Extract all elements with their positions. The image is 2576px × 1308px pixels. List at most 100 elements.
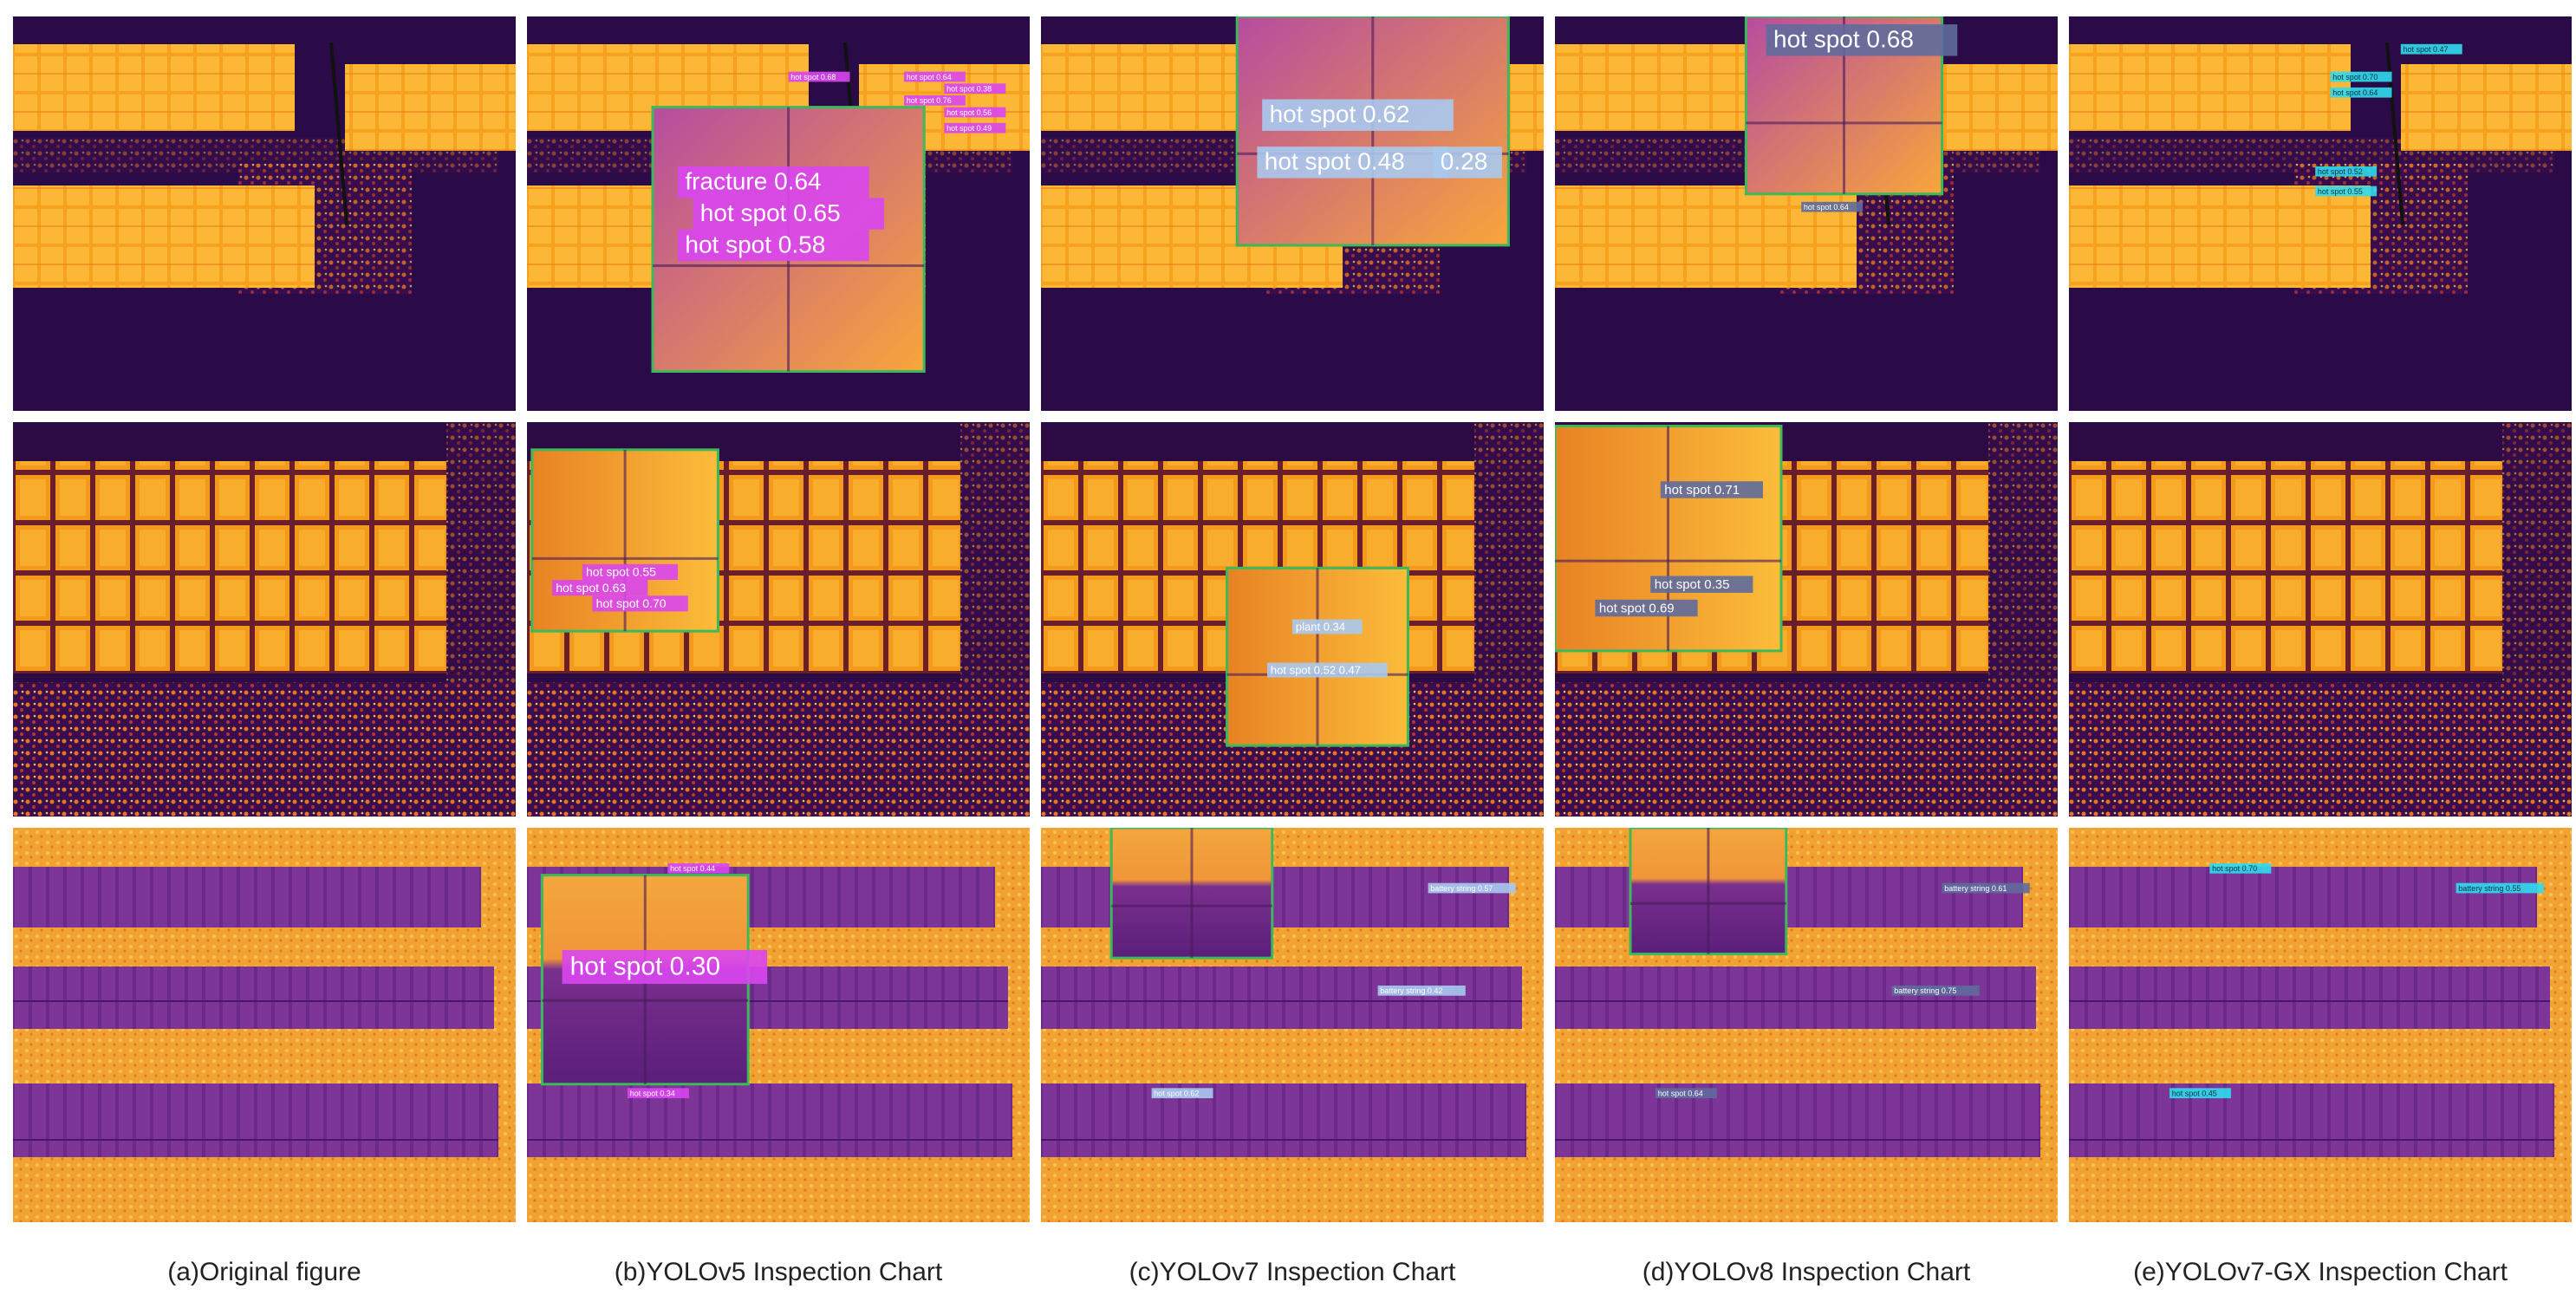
caption: (b)YOLOv5 Inspection Chart <box>615 1258 943 1286</box>
vegetation <box>1555 682 2058 817</box>
detection-label: hot spot 0.70 <box>2332 73 2378 81</box>
panel-row <box>13 1083 498 1157</box>
thermal-image: hot spot 0.68 hot spot 0.64 <box>1555 16 2058 411</box>
solar-panel <box>13 185 315 288</box>
detection-label: battery string 0.75 <box>1894 986 1956 995</box>
label-box <box>1151 1088 1213 1098</box>
label-box <box>552 580 648 596</box>
solar-panel <box>2069 185 2371 288</box>
label-box <box>1766 24 1958 56</box>
detection-label: hot spot 0.64 <box>1658 1090 1703 1098</box>
panel-row <box>2069 966 2550 1029</box>
thermal-image: battery string 0.61 battery string 0.75 ho… <box>1555 828 2058 1222</box>
label-box <box>2169 1088 2231 1098</box>
detection-label: hot spot 0.34 <box>630 1090 675 1098</box>
vegetation <box>960 422 1030 682</box>
panel-row <box>13 867 481 927</box>
label-box <box>1267 662 1388 678</box>
detection-label: 0.28 <box>1441 148 1488 175</box>
panel-row <box>527 1083 1012 1157</box>
panel-row <box>2069 867 2537 927</box>
detection-label: hot spot 0.45 <box>2172 1090 2217 1098</box>
detection-label: battery string 0.57 <box>1430 884 1493 893</box>
solar-panel <box>2069 44 2351 131</box>
thermal-image <box>13 422 516 817</box>
thermal-image: battery string 0.57 battery string 0.42 ho… <box>1041 828 1544 1222</box>
detection-label: fracture 0.64 <box>685 167 821 194</box>
label-box <box>1801 201 1864 212</box>
pole <box>329 42 348 225</box>
detection-label: hot spot 0.58 <box>685 231 825 257</box>
vegetation <box>1474 422 1544 682</box>
label-box <box>628 1088 689 1098</box>
detection-label: hot spot 0.52 <box>2318 167 2363 176</box>
label-box <box>562 950 767 985</box>
label-box <box>2315 185 2378 197</box>
detection-label: hot spot 0.65 <box>700 199 841 226</box>
panel-row <box>1555 867 2023 927</box>
thermal-image: fracture 0.64 hot spot 0.65 hot spot 0.58 h… <box>527 16 1030 411</box>
thermal-image: hot spot 0.71 hot spot 0.35 hot spot 0.69 <box>1555 422 2058 817</box>
detection-label: hot spot 0.56 <box>946 108 992 117</box>
panel-row <box>1041 966 1522 1029</box>
solar-panel <box>1555 185 1857 288</box>
detection-label: hot spot 0.70 <box>2212 864 2257 873</box>
panel-row <box>2069 1083 2554 1157</box>
detection-label: hot spot 0.64 <box>2332 88 2378 97</box>
label-box <box>944 122 1006 133</box>
label-box <box>1257 146 1449 179</box>
label-box <box>788 71 850 82</box>
detection-label: hot spot 0.68 <box>790 73 836 81</box>
label-box <box>1891 986 1980 996</box>
label-box <box>1377 986 1466 996</box>
label-box <box>1262 99 1454 131</box>
detection-label: hot spot 0.69 <box>1599 601 1675 615</box>
panel-row <box>1555 966 2036 1029</box>
label-box <box>1292 619 1363 634</box>
detection-label: battery string 0.42 <box>1380 986 1442 995</box>
label-box <box>667 862 730 874</box>
detection-label: hot spot 0.76 <box>907 96 952 105</box>
vegetation <box>2069 682 2572 817</box>
solar-panel <box>345 64 516 151</box>
label-box <box>944 107 1006 118</box>
detection-label: hot spot 0.64 <box>907 73 952 81</box>
thermal-image: plant 0.34 hot spot 0.52 0.47 <box>1041 422 1544 817</box>
panel-row <box>13 966 494 1029</box>
label-box <box>1660 481 1763 498</box>
detection-label: hot spot 0.71 <box>1664 483 1740 498</box>
solar-array <box>2069 461 2502 674</box>
caption: (e)YOLOv7-GX Inspection Chart <box>2133 1258 2508 1286</box>
detection-label: plant 0.34 <box>1296 620 1345 633</box>
detection-label: hot spot 0.47 <box>2404 45 2449 54</box>
detection-label: hot spot 0.48 <box>1265 148 1405 175</box>
thermal-image: hot spot 0.47 hot spot 0.70 hot spot 0.64 h… <box>2069 16 2572 411</box>
label-box <box>2400 43 2462 55</box>
label-box <box>693 198 885 230</box>
thermal-image: hot spot 0.30 hot spot 0.44 hot spot 0.34 <box>527 828 1030 1222</box>
detection-label: hot spot 0.55 <box>586 565 656 579</box>
thermal-image <box>2069 422 2572 817</box>
label-box <box>592 595 688 612</box>
thermal-image <box>13 16 516 411</box>
label-box <box>582 563 679 580</box>
label-box <box>1433 146 1502 179</box>
caption: (c)YOLOv7 Inspection Chart <box>1129 1258 1456 1286</box>
detection-label: hot spot 0.35 <box>1655 577 1730 592</box>
vegetation <box>2502 422 2572 682</box>
label-box <box>2456 882 2544 894</box>
label-box <box>904 95 966 106</box>
vegetation <box>446 422 516 682</box>
label-box <box>1650 576 1753 593</box>
label-box <box>678 166 869 198</box>
label-box <box>2209 862 2272 874</box>
detection-label: hot spot 0.30 <box>570 952 720 980</box>
label-box <box>1942 882 2030 894</box>
solar-array <box>13 461 446 674</box>
detection-label: hot spot 0.64 <box>1804 203 1849 211</box>
detection-label: hot spot 0.63 <box>556 581 626 595</box>
label-box <box>1656 1088 1717 1098</box>
label-box <box>2315 166 2378 177</box>
